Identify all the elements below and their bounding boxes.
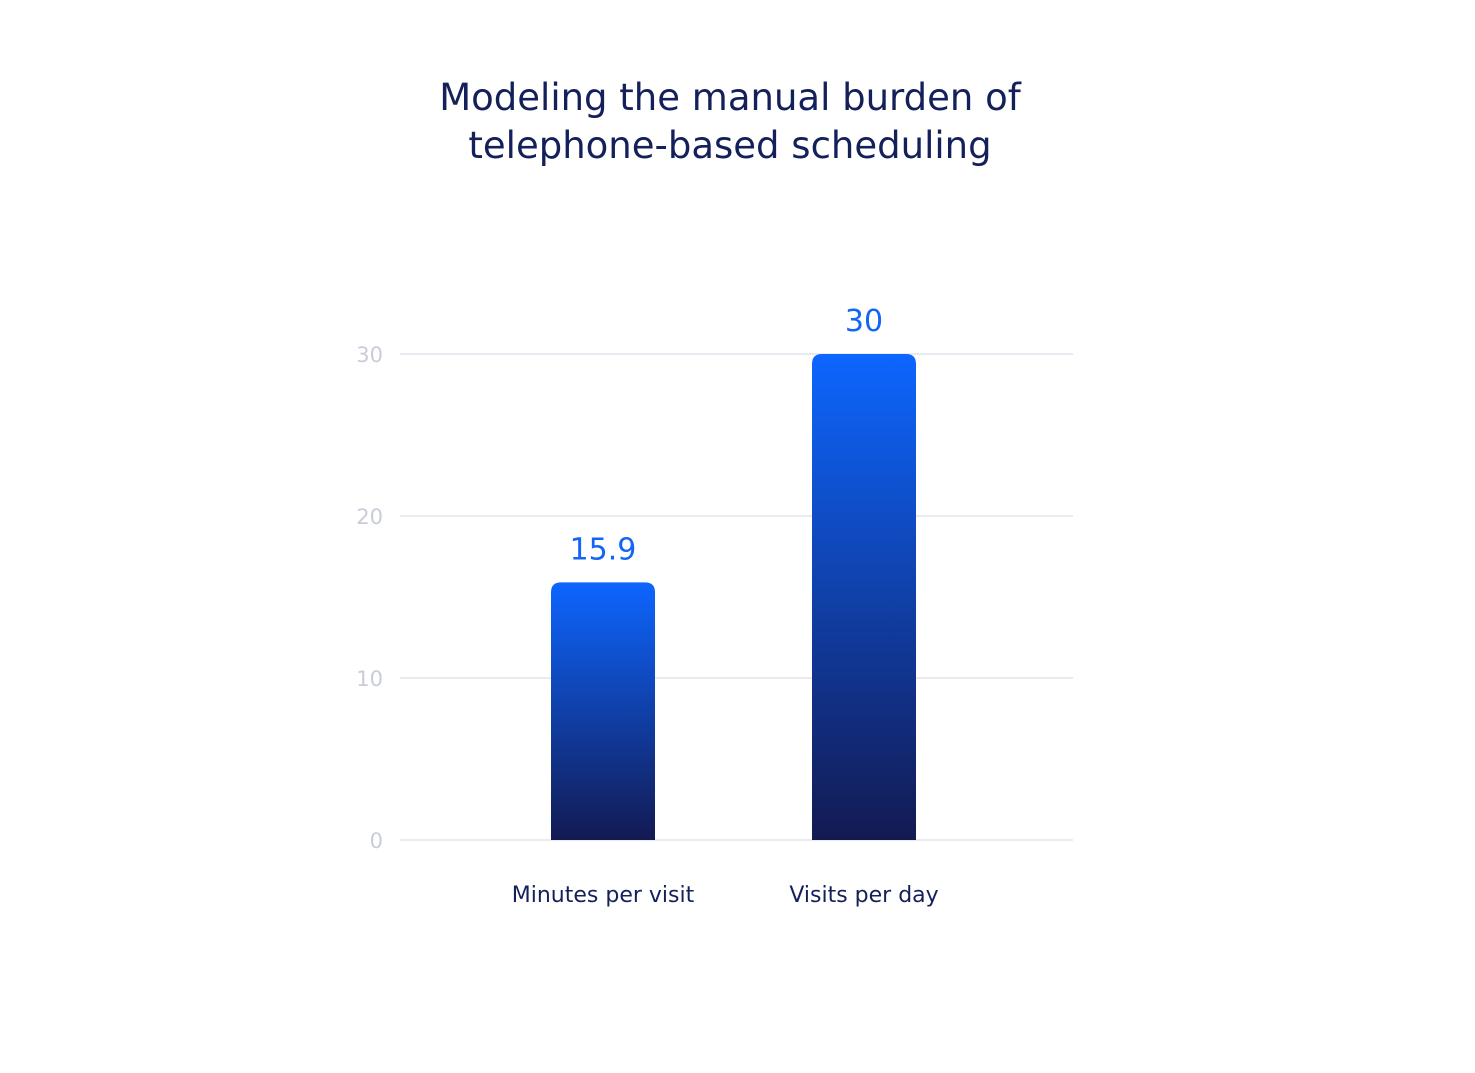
- category-labels: Minutes per visit Visits per day: [512, 883, 939, 908]
- gridlines: [400, 353, 1073, 841]
- y-tick-label: 30: [356, 343, 383, 367]
- category-label: Minutes per visit: [512, 883, 695, 908]
- bar-value-label: 30: [845, 304, 883, 339]
- y-axis-ticks: 0 10 20 30: [356, 343, 383, 853]
- bar-2: [812, 354, 916, 840]
- y-tick-label: 0: [370, 829, 383, 853]
- category-label: Visits per day: [789, 883, 938, 908]
- bar-value-label: 15.9: [570, 532, 637, 567]
- value-labels: 15.9 30: [570, 304, 883, 567]
- bar-1: [551, 582, 655, 840]
- chart-title-line-2: telephone-based scheduling: [468, 124, 992, 167]
- bars: [551, 354, 916, 840]
- chart-title-line-1: Modeling the manual burden of: [439, 76, 1021, 119]
- y-tick-label: 10: [356, 667, 383, 691]
- chart-title: Modeling the manual burden of telephone-…: [0, 74, 1460, 170]
- y-tick-label: 20: [356, 505, 383, 529]
